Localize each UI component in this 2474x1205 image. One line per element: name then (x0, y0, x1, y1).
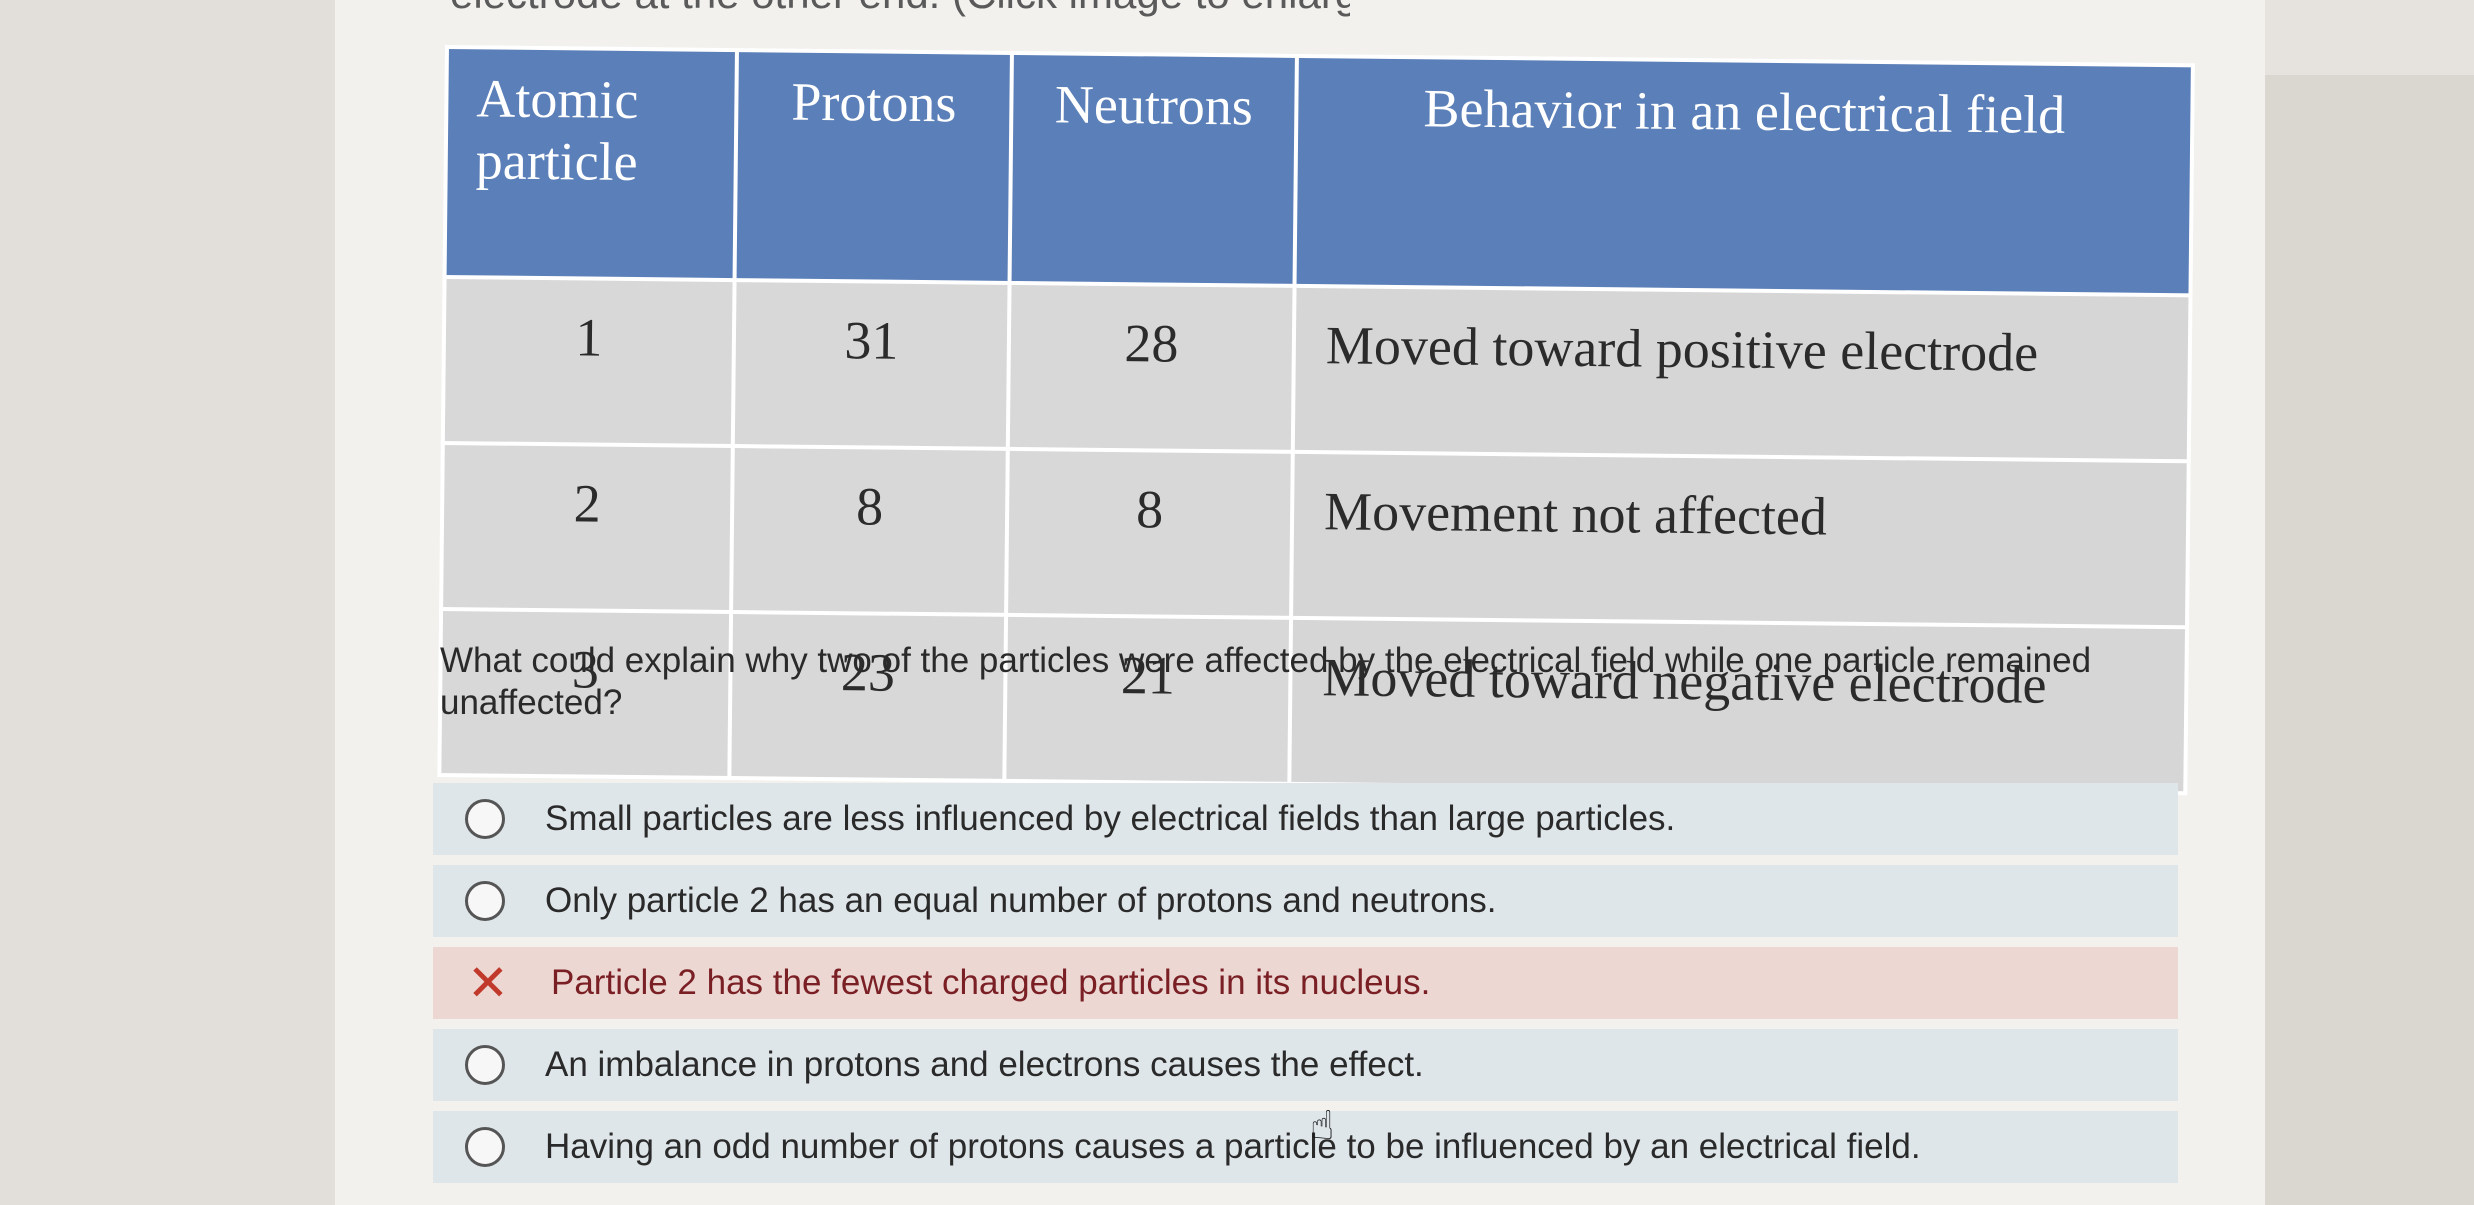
background-right (2265, 75, 2474, 1205)
cell-particle: 1 (442, 277, 735, 447)
answer-text: Small particles are less influenced by e… (545, 799, 1676, 838)
radio-circle-icon[interactable] (465, 1127, 505, 1167)
table-header-row: Atomic particle Protons Neutrons Behavio… (444, 47, 2193, 296)
header-atomic-particle: Atomic particle (444, 47, 737, 281)
cell-neutrons: 28 (1007, 282, 1295, 452)
answer-option-3-incorrect[interactable]: ✕ Particle 2 has the fewest charged part… (433, 947, 2178, 1019)
answer-option-5[interactable]: Having an odd number of protons causes a… (433, 1111, 2178, 1183)
header-protons: Protons (734, 50, 1012, 283)
cell-behavior: Movement not affected (1291, 451, 2189, 628)
question-text: What could explain why two of the partic… (440, 641, 2092, 722)
answer-option-1[interactable]: Small particles are less influenced by e… (433, 783, 2178, 855)
answer-text: Particle 2 has the fewest charged partic… (551, 963, 1431, 1002)
cell-protons: 8 (731, 446, 1008, 615)
radio-circle-icon[interactable] (465, 799, 505, 839)
table-row: 1 31 28 Moved toward positive electrode (442, 277, 2191, 462)
cell-neutrons: 8 (1006, 448, 1293, 618)
cell-particle: 2 (441, 442, 733, 613)
hand-pointer-icon: ☝ (1310, 1104, 1335, 1148)
header-behavior: Behavior in an electrical field (1294, 55, 2193, 296)
radio-circle-icon[interactable] (465, 881, 505, 921)
close-x-icon: ✕ (467, 955, 509, 1011)
answer-option-2[interactable]: Only particle 2 has an equal number of p… (433, 865, 2178, 937)
cell-behavior: Moved toward positive electrode (1292, 285, 2191, 462)
answer-text: Having an odd number of protons causes a… (545, 1127, 1921, 1166)
image-caption: electrode at the other end. (Click image… (450, 0, 1350, 30)
header-neutrons: Neutrons (1009, 52, 1297, 286)
background-left (0, 0, 335, 1205)
answer-choices: Small particles are less influenced by e… (433, 783, 2178, 1193)
answer-option-4[interactable]: An imbalance in protons and electrons ca… (433, 1029, 2178, 1101)
table-row: 2 8 8 Movement not affected (441, 442, 2189, 628)
cell-protons: 31 (732, 280, 1010, 449)
answer-text: An imbalance in protons and electrons ca… (545, 1045, 1424, 1084)
radio-circle-icon[interactable] (465, 1045, 505, 1085)
answer-text: Only particle 2 has an equal number of p… (545, 881, 1497, 920)
